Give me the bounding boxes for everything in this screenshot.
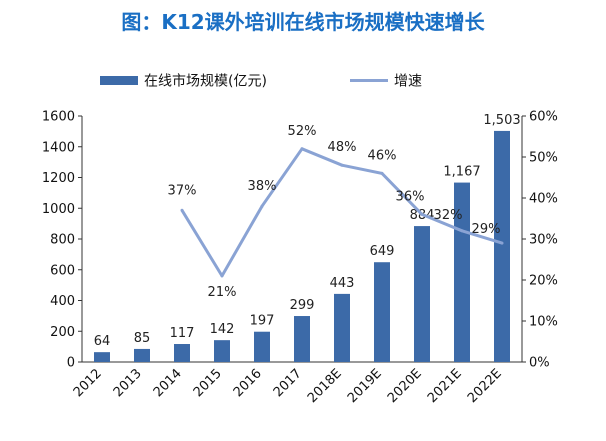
y-tick-left-label: 200 [50,325,75,340]
growth-point [500,241,504,245]
bar-value-label: 64 [94,334,111,349]
growth-value-label: 46% [368,148,397,163]
x-tick-label: 2016 [231,366,265,400]
x-tick-label: 2014 [151,366,185,400]
growth-value-label: 52% [288,124,317,139]
x-tick-label: 2015 [191,366,225,400]
bar [334,293,350,362]
bar [94,352,110,362]
x-tick-label: 2017 [271,366,305,400]
y-tick-left-label: 400 [50,294,75,309]
x-tick-label: 2020E [385,366,425,406]
growth-value-label: 29% [472,222,501,237]
x-tick-label: 2018E [305,366,345,406]
y-tick-right-label: 30% [529,233,558,248]
y-tick-left-label: 1600 [42,110,75,125]
bar [134,348,150,362]
growth-point [180,208,184,212]
bar-value-label: 649 [370,244,395,259]
y-tick-right-label: 50% [529,151,558,166]
y-tick-right-label: 0% [529,356,550,371]
growth-value-label: 37% [168,183,197,198]
y-tick-left-label: 600 [50,263,75,278]
bar [294,316,310,362]
growth-value-label: 36% [396,189,425,204]
growth-point [420,212,424,216]
bar-value-label: 299 [290,298,315,313]
y-tick-right-label: 20% [529,274,558,289]
bar-value-label: 197 [250,314,275,329]
bar [374,262,390,362]
bar [174,344,190,362]
growth-point [460,229,464,233]
x-tick-label: 2021E [425,366,465,406]
x-tick-label: 2019E [345,366,385,406]
legend-bar-label: 在线市场规模(亿元) [144,73,267,90]
y-tick-left-label: 800 [50,233,75,248]
growth-point [220,274,224,278]
bar [214,340,230,362]
y-tick-right-label: 60% [529,110,558,125]
growth-point [300,147,304,151]
y-tick-left-label: 1200 [42,171,75,186]
bar [414,226,430,362]
bar-value-label: 85 [134,331,151,346]
growth-value-label: 21% [208,285,237,300]
y-tick-left-label: 1400 [42,140,75,155]
growth-value-label: 48% [328,140,357,155]
bar-value-label: 1,503 [483,113,520,128]
bar [254,331,270,362]
legend-bar-swatch [100,76,138,85]
legend-line-label: 增速 [394,74,422,90]
y-tick-left-label: 1000 [42,202,75,217]
growth-value-label: 32% [434,208,463,223]
growth-point [340,163,344,167]
growth-point [380,171,384,175]
growth-value-label: 38% [248,179,277,194]
y-tick-right-label: 10% [529,315,558,330]
x-tick-label: 2013 [111,366,145,400]
bar-value-label: 443 [330,276,355,291]
growth-point [260,204,264,208]
chart-title: 图：K12课外培训在线市场规模快速增长 [121,10,485,34]
y-tick-right-label: 40% [529,192,558,207]
y-tick-left-label: 0 [67,356,75,371]
bar-value-label: 142 [210,322,235,337]
x-tick-label: 2012 [71,366,105,400]
bar-value-label: 1,167 [443,165,480,180]
bar [494,130,510,362]
x-tick-label: 2022E [465,366,505,406]
bar [454,182,470,362]
bar-value-label: 117 [170,326,195,341]
